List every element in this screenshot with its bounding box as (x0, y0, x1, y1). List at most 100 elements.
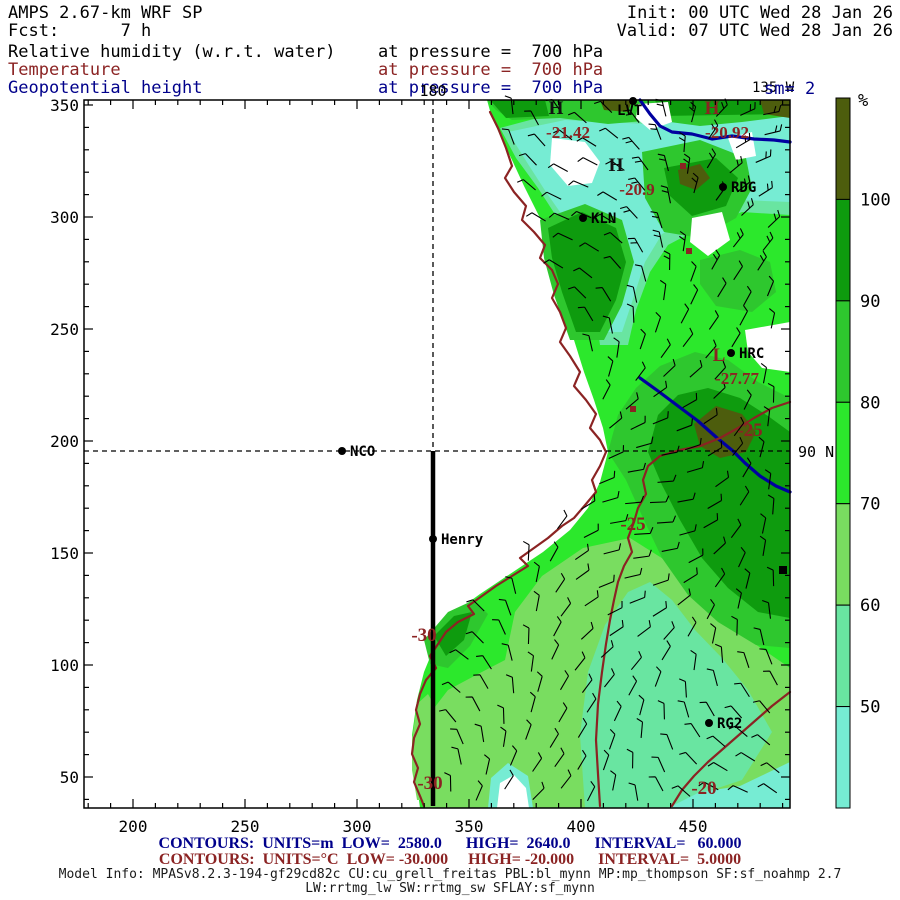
wind-barb (603, 255, 622, 269)
wind-barb (653, 380, 668, 398)
wind-barb (686, 461, 705, 473)
extremum-value: -21.42 (546, 123, 590, 142)
x-axis-tick-label: 200 (119, 817, 148, 836)
wind-barb (631, 156, 649, 171)
wind-barb (768, 308, 776, 329)
wind-barb-field (439, 95, 783, 802)
wind-barb (724, 705, 743, 719)
y-axis-tick-label: 200 (50, 432, 79, 451)
wind-barb (767, 209, 781, 228)
wind-barb (680, 303, 690, 324)
rh-90-100 (548, 212, 626, 332)
wind-barb (657, 474, 677, 483)
wind-barb (677, 700, 690, 718)
wind-barb (661, 541, 680, 552)
wind-barb (663, 250, 671, 271)
wind-barb (498, 598, 512, 616)
wind-barb (753, 627, 765, 646)
wind-barb (734, 682, 750, 698)
extremum-value: -27.77 (715, 369, 759, 388)
wind-barb (553, 129, 573, 141)
wind-barb (560, 597, 572, 617)
wind-barb (628, 675, 638, 696)
station-dot (429, 535, 437, 543)
wind-barb (706, 148, 716, 169)
wind-barb (682, 327, 694, 347)
wind-barb (657, 700, 665, 720)
wind-barb (536, 671, 543, 692)
wind-barb (602, 379, 611, 400)
minor-temp-marker (686, 248, 692, 254)
wind-barb (660, 185, 672, 204)
wind-barb (744, 568, 751, 589)
wind-barb (760, 762, 780, 774)
wind-barb (527, 133, 546, 147)
station-marker (779, 566, 787, 574)
wind-barb (767, 382, 775, 403)
wind-barb (762, 599, 772, 619)
wind-barb (764, 469, 772, 490)
field-level-height: at pressure = 700 hPa (378, 78, 604, 98)
wind-barb (527, 651, 535, 672)
height-contour (638, 376, 792, 494)
wind-barb (560, 670, 569, 691)
wind-barb (628, 177, 646, 191)
station-dot (338, 447, 346, 455)
wind-barb (758, 180, 773, 197)
wind-barb (661, 445, 680, 456)
wind-barb (522, 540, 530, 561)
temp-contour-label: -25 (620, 514, 645, 535)
wind-barb (663, 358, 676, 377)
wind-barb (497, 704, 505, 724)
wind-barb (522, 624, 530, 645)
x-axis-tick-label: 450 (679, 817, 708, 836)
geo-label: sm= 2 (764, 79, 815, 99)
wind-barb (630, 650, 642, 671)
wind-barb (677, 588, 691, 606)
wind-barb (554, 747, 565, 768)
geo-label: 180 (419, 82, 446, 100)
extremum-symbol: H (609, 155, 624, 176)
wind-barb (740, 102, 756, 116)
temp-contour-minus25 (594, 400, 792, 808)
wind-barb (683, 567, 698, 584)
wind-barb (731, 327, 741, 348)
wind-barb (636, 718, 644, 739)
wind-barb (586, 780, 596, 802)
wind-barb (688, 548, 704, 564)
wind-barb (465, 696, 481, 712)
wind-barb (577, 306, 594, 322)
height-contour-info: CONTOURS: UNITS=m LOW= 2580.0 HIGH= 2640… (158, 835, 742, 852)
colorbar-tick-label: 60 (860, 596, 880, 616)
wind-barb (656, 515, 677, 524)
colorbar-segment (835, 401, 851, 505)
wind-barb (607, 600, 623, 616)
rh-40-50 (668, 762, 790, 808)
wind-barb (580, 621, 594, 640)
wind-barb (737, 651, 750, 668)
wind-barb (541, 191, 562, 200)
wind-barb (690, 649, 697, 671)
wind-barb (581, 673, 593, 693)
wind-barb (759, 535, 767, 556)
wind-barb (757, 783, 778, 794)
wind-barb (732, 228, 744, 248)
wind-barb (735, 752, 756, 762)
wind-barb (449, 649, 469, 660)
wind-barb (728, 725, 748, 737)
wind-barb (636, 436, 654, 449)
extremum-value: -20.92 (705, 123, 749, 142)
rh-below-40-gap (690, 212, 730, 256)
colorbar-segment (835, 198, 851, 302)
rh-over-100 (678, 164, 710, 190)
wind-barb (684, 723, 701, 738)
wind-barb (517, 179, 536, 191)
wind-barb (707, 440, 723, 457)
wind-barb (661, 640, 671, 661)
wind-barb (626, 303, 635, 323)
wind-barb (711, 249, 721, 270)
wind-barb (703, 408, 718, 425)
wind-barb (650, 211, 663, 229)
field-label-humidity: Relative humidity (w.r.t. water) (8, 42, 336, 62)
wind-barb (504, 769, 514, 790)
